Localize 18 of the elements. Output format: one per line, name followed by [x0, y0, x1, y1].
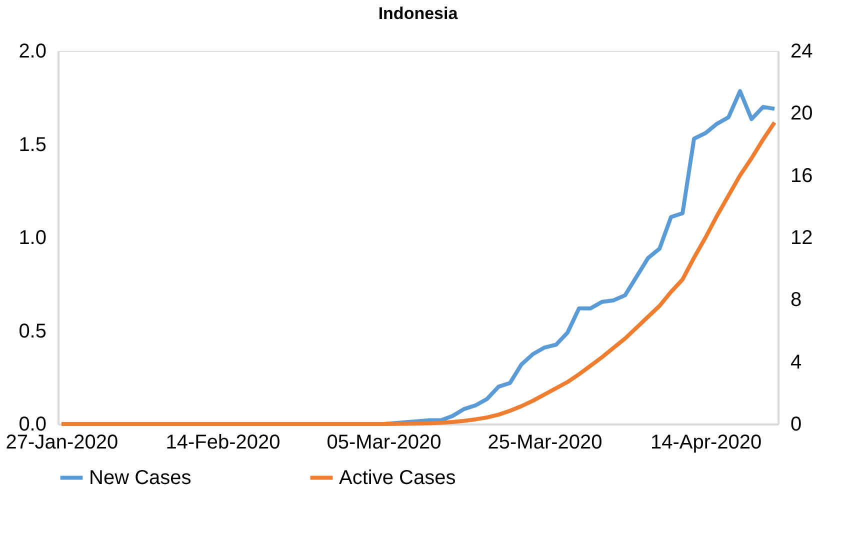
y-tick-label: 1.5	[18, 134, 46, 156]
y-tick-label: 0.5	[18, 320, 46, 342]
x-tick-label: 14-Apr-2020	[650, 432, 762, 454]
x-tick-label: 05-Mar-2020	[326, 432, 442, 454]
y2-tick-label: 24	[790, 40, 813, 62]
y2-tick-label: 0	[790, 414, 802, 436]
y2-tick-label: 16	[790, 164, 813, 187]
y2-tick-label: 8	[790, 289, 802, 312]
x-tick-label: 14-Feb-2020	[166, 432, 280, 454]
chart-title: Indonesia	[378, 4, 458, 23]
y2-tick-label: 20	[790, 102, 813, 125]
legend-label: New Cases	[89, 466, 192, 489]
legend-label: Active Cases	[339, 466, 456, 489]
y-tick-label: 2.0	[18, 40, 46, 62]
y2-tick-label: 12	[790, 227, 813, 249]
y2-tick-label: 4	[790, 351, 802, 374]
x-tick-label: 25-Mar-2020	[488, 432, 602, 454]
y-tick-label: 1.0	[18, 227, 46, 249]
